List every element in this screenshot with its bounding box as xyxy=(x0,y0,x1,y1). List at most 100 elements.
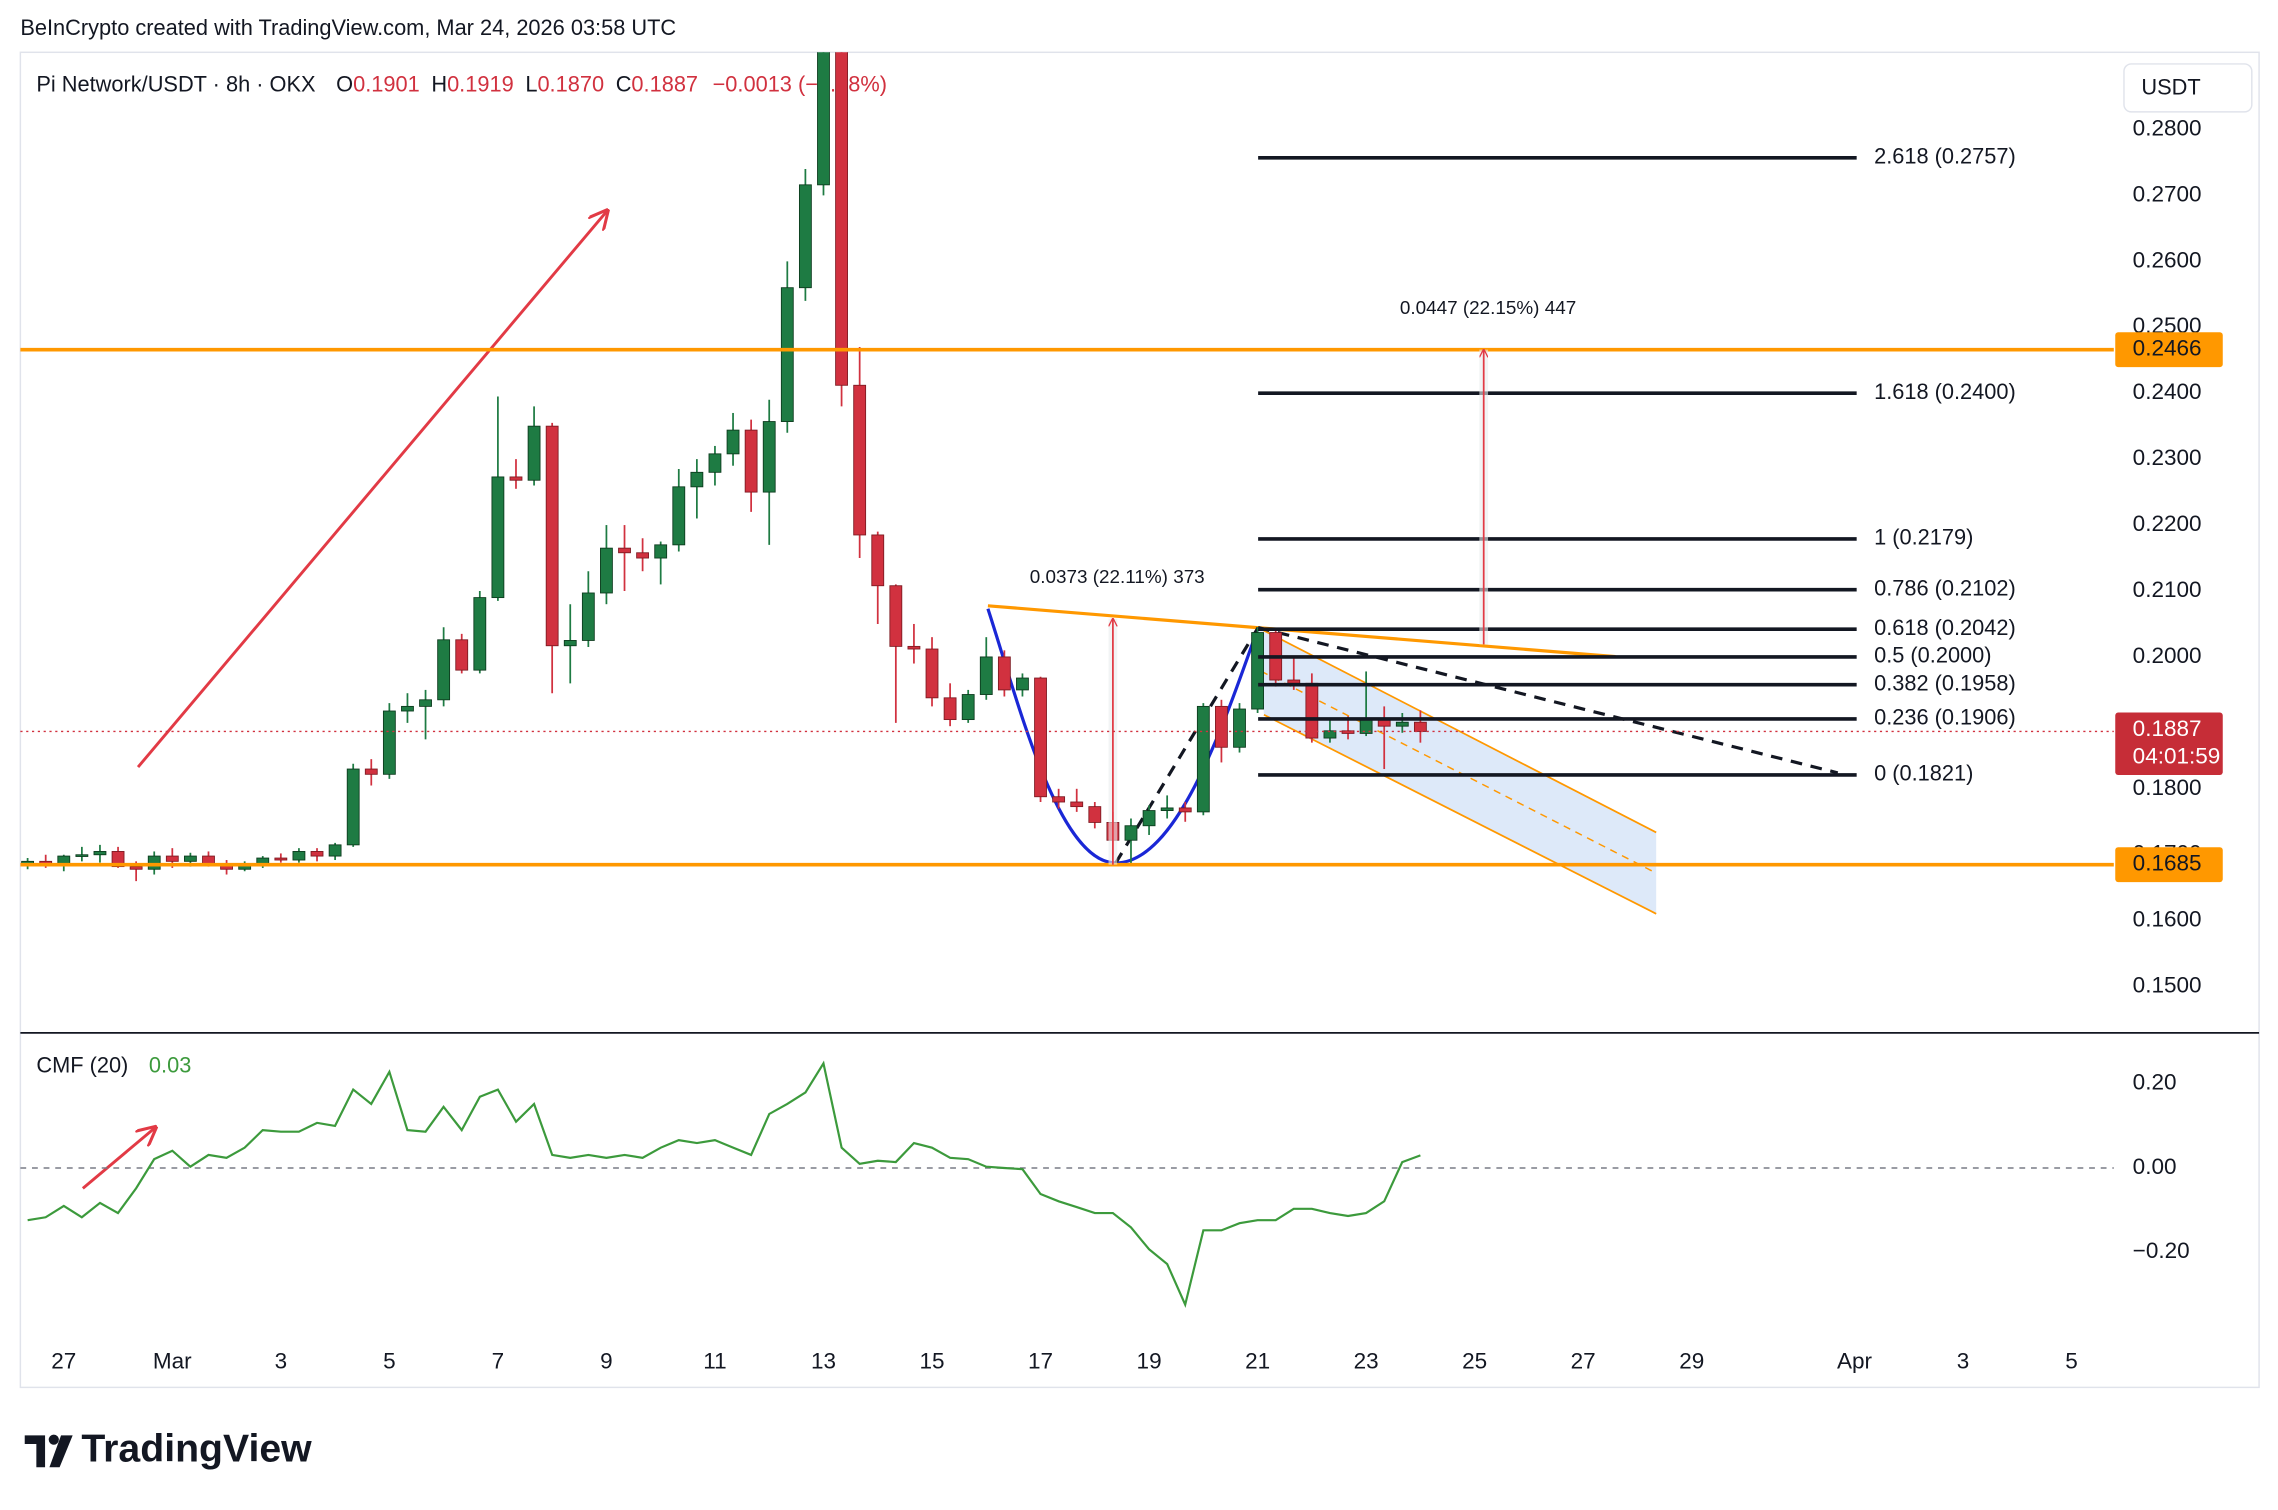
y-tick-label: 0.2000 xyxy=(2133,643,2202,668)
candle-body xyxy=(292,851,306,861)
candle-body xyxy=(1016,677,1029,691)
candle-body xyxy=(473,597,487,671)
x-tick-label: 25 xyxy=(1462,1349,1487,1374)
candle-body xyxy=(509,476,523,481)
channel-bottom xyxy=(1263,713,1657,915)
legend-key: C xyxy=(616,71,632,96)
legend-key: L xyxy=(525,71,537,96)
y-tick-label: 0.2600 xyxy=(2133,247,2202,272)
candle-body xyxy=(147,855,161,870)
price-badge-label: 0.1887 xyxy=(2133,716,2202,741)
dashed-trend xyxy=(1257,626,1839,775)
x-tick-label: 13 xyxy=(811,1349,836,1374)
candle-body xyxy=(618,547,631,554)
candle-body xyxy=(1413,721,1427,732)
candle-body xyxy=(111,851,125,868)
x-tick-label: 5 xyxy=(383,1349,396,1374)
candle-body xyxy=(364,768,378,775)
candle-body xyxy=(961,694,975,721)
candle-body xyxy=(744,429,758,493)
candle-body xyxy=(943,697,957,721)
y-tick-label: 0.2300 xyxy=(2133,445,2202,470)
measure-label: 0.0447 (22.15%) 447 xyxy=(1400,298,1576,319)
legend-key: O xyxy=(336,71,353,96)
fib-label: 0.786 (0.2102) xyxy=(1874,575,2016,600)
legend-key: H xyxy=(431,71,447,96)
fib-label: 0.618 (0.2042) xyxy=(1874,615,2016,640)
dashed-leg xyxy=(1114,626,1260,864)
candle-body xyxy=(925,648,939,699)
fib-label: 0.5 (0.2000) xyxy=(1874,643,1991,668)
candle-body xyxy=(1034,677,1047,798)
y-tick-label: 0.1800 xyxy=(2133,775,2202,800)
legend-value: 0.1919 xyxy=(447,71,514,96)
candle-body xyxy=(1178,807,1192,813)
candle-body xyxy=(346,768,360,846)
level-badge-label: 0.1685 xyxy=(2133,851,2202,876)
y-tick-label: 0.2800 xyxy=(2133,115,2202,140)
candle-body xyxy=(1088,806,1102,823)
candle-body xyxy=(798,184,812,289)
x-tick-label: 7 xyxy=(492,1349,505,1374)
candle-body xyxy=(382,710,396,775)
y-tick-label: 0.2100 xyxy=(2133,577,2202,602)
legend: Pi Network/USDT · 8h · OKX O0.1901 H0.191… xyxy=(36,71,887,96)
cmf-tick-label: 0.20 xyxy=(2133,1070,2177,1095)
channel-top xyxy=(1257,626,1657,834)
candle-body xyxy=(889,585,903,647)
fib-label: 2.618 (0.2757) xyxy=(1874,144,2016,169)
trend-arrow xyxy=(136,211,607,768)
candle-body xyxy=(600,547,613,594)
candle-body xyxy=(997,656,1011,691)
candle-body xyxy=(762,421,776,493)
candle-body xyxy=(202,855,215,865)
indicator-legend: CMF (20) 0.03 xyxy=(36,1052,191,1077)
cmf-arrow xyxy=(81,1127,156,1190)
x-tick-label: 21 xyxy=(1245,1349,1270,1374)
countdown: 04:01:59 xyxy=(2133,744,2221,769)
x-tick-label: 15 xyxy=(919,1349,944,1374)
candle-body xyxy=(1160,807,1174,812)
candle-body xyxy=(690,471,704,488)
candle-body xyxy=(419,699,432,707)
candle-body xyxy=(527,425,541,481)
candle-body xyxy=(1395,721,1409,727)
x-tick-label: 3 xyxy=(275,1349,288,1374)
candle-body xyxy=(274,857,288,861)
fib-label: 1 (0.2179) xyxy=(1874,525,1973,550)
channel-mid xyxy=(1260,670,1657,874)
brand-name: TradingView xyxy=(81,1427,312,1471)
candle-body xyxy=(780,287,794,422)
candle-body xyxy=(491,476,505,599)
currency[interactable]: USDT xyxy=(2141,74,2200,99)
cmf-last-value: 0.03 xyxy=(149,1052,191,1077)
y-tick-label: 0.1500 xyxy=(2133,973,2202,998)
x-tick-label: 5 xyxy=(2065,1349,2078,1374)
fib-label: 0.382 (0.1958) xyxy=(1874,670,2016,695)
price-badge xyxy=(2115,712,2223,776)
x-tick-label: 17 xyxy=(1028,1349,1053,1374)
candle-body xyxy=(1052,796,1066,803)
attribution: BeInCrypto created with TradingView.com,… xyxy=(20,15,676,40)
candle-body xyxy=(1305,682,1319,739)
candle-body xyxy=(129,866,143,870)
candle-body xyxy=(401,705,414,712)
candle-body xyxy=(708,453,722,473)
x-tick-label: 27 xyxy=(1571,1349,1596,1374)
candle-body xyxy=(1233,708,1246,748)
currency-button[interactable] xyxy=(2123,63,2253,113)
frame xyxy=(19,51,2260,1389)
candle-body xyxy=(563,640,577,647)
candle-body xyxy=(726,429,740,455)
fib-label: 0.236 (0.1906) xyxy=(1874,705,2016,730)
cmf-line xyxy=(27,1060,1421,1308)
drawings xyxy=(136,211,1839,915)
fib-label: 1.618 (0.2400) xyxy=(1874,379,2016,404)
candle-body xyxy=(817,52,830,186)
cmf-tick-label: 0.00 xyxy=(2133,1154,2177,1179)
candles xyxy=(21,52,1427,882)
x-tick-label: 27 xyxy=(51,1349,76,1374)
candle-body xyxy=(654,544,668,559)
